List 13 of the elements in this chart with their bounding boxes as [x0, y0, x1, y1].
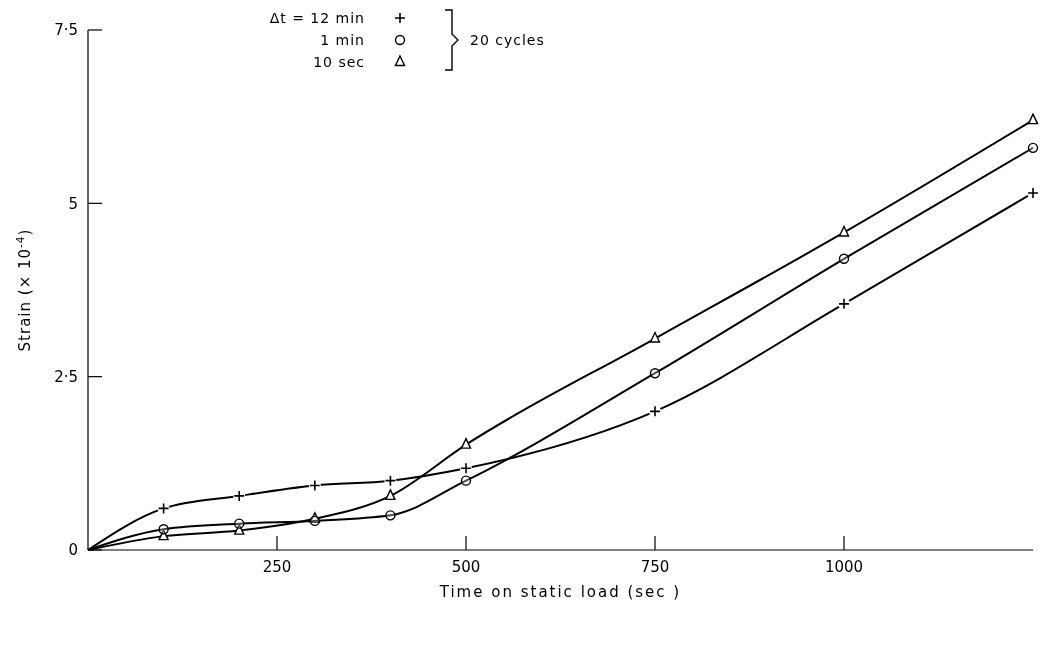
x-tick-label: 1000	[824, 558, 864, 576]
legend-label: 10 sec	[313, 53, 365, 70]
x-tick-label: 750	[640, 558, 670, 576]
x-tick-label: 250	[262, 558, 292, 576]
y-tick-label: 7·5	[54, 21, 78, 40]
legend-label: Δt = 12 min	[269, 9, 365, 26]
legend-label: 1 min	[320, 31, 365, 48]
y-tick-label: 0	[68, 541, 78, 560]
x-tick-label: 500	[451, 558, 481, 576]
y-tick-label: 5	[68, 194, 78, 213]
y-tick-label: 2·5	[54, 367, 78, 386]
x-axis-title: Time on static load (sec )	[438, 583, 682, 601]
annotation: 20 cycles	[470, 31, 545, 48]
